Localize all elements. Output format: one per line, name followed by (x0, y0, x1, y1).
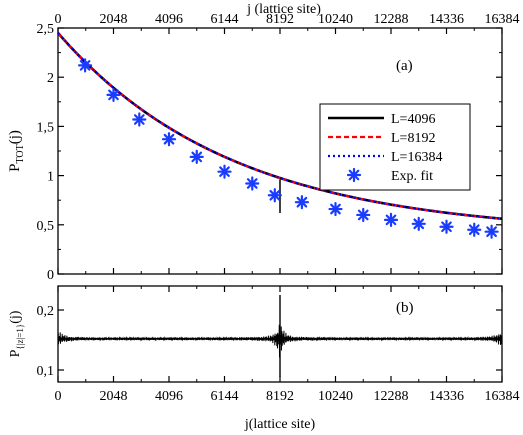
panel-b-x-axis-label: j(lattice site) (244, 417, 316, 432)
panel-b-tick-label: 8192 (266, 389, 294, 404)
panel-b-tick-label: 10240 (318, 389, 353, 404)
exp-fit-markers (77, 58, 499, 239)
panel-a-top-tick-label: 6144 (211, 12, 239, 27)
panel-a-top-tick-label: 12288 (374, 12, 409, 27)
exp-fit-marker (328, 201, 343, 217)
panel-b-label: (b) (396, 300, 414, 316)
panel-a-y-ticks: 0 0,5 1 1,5 2 2,5 (37, 22, 502, 283)
exp-fit-marker (439, 219, 454, 234)
legend-swatch-exp-fit (346, 167, 362, 183)
panel-a-top-tick-label: 8192 (266, 12, 294, 27)
exp-fit-marker (245, 176, 260, 191)
exp-fit-marker (217, 164, 232, 179)
panel-b-tick-label: 2048 (100, 389, 128, 404)
panel-b-y-tick-label: 0,2 (37, 304, 55, 319)
panel-a-top-tick-label: 16384 (485, 12, 520, 27)
legend-label-l16384: L=16384 (391, 150, 442, 165)
top-x-axis-label: j (lattice site) (246, 2, 321, 17)
exp-fit-marker (161, 132, 177, 147)
exp-fit-marker (189, 149, 204, 165)
panel-a-y-tick-label: 1 (47, 170, 54, 185)
panel-a-y-tick-label: 0 (47, 268, 54, 283)
exp-fit-marker (267, 188, 282, 203)
exp-fit-marker (106, 87, 121, 103)
panel-a-top-tick-label: 10240 (318, 12, 353, 27)
legend-label-l4096: L=4096 (391, 112, 435, 127)
panel-b-tick-label: 4096 (155, 389, 183, 404)
panel-b-tick-label: 14336 (429, 389, 464, 404)
panel-a-y-axis-label: PTOT(j) (7, 130, 26, 172)
panel-b-tick-label: 0 (55, 389, 62, 404)
panel-a-y-tick-label: 2 (47, 71, 54, 86)
exp-fit-marker (467, 222, 482, 237)
legend-label-l8192: L=8192 (391, 131, 435, 146)
exp-fit-marker (294, 195, 309, 210)
panel-a-bottom-x-ticks (57, 268, 503, 274)
exp-fit-marker (411, 216, 426, 231)
panel-a-plot: 0 2048 4096 6144 8192 10240 12288 14336 16384 00… (7, 12, 520, 283)
panel-b-y-ticks: 0,1 0,2 (37, 304, 502, 379)
legend-label-exp-fit: Exp. fit (391, 169, 433, 184)
panel-b-tick-label: 12288 (374, 389, 409, 404)
panel-a-y-tick-label: 2,5 (37, 22, 55, 37)
legend-star-marker (346, 167, 362, 183)
panel-a-top-tick-label: 2048 (100, 12, 128, 27)
exp-fit-marker (383, 212, 399, 227)
panel-b-y-tick-label: 0,1 (37, 364, 55, 379)
panel-a-top-x-ticks: 0 2048 4096 6144 8192 10240 12288 14336 16384 (55, 12, 520, 34)
panel-b-plot: 0 2048 4096 6144 8192 10240 12288 14336 16384 0,… (8, 285, 520, 432)
panel-b-y-axis-label: P{|z|=1}(j) (8, 310, 25, 357)
panel-a-y-tick-label: 0,5 (37, 219, 55, 234)
exp-fit-marker (132, 112, 147, 127)
series-line-l16384 (57, 32, 503, 220)
panel-a-top-tick-label: 4096 (155, 12, 183, 27)
exp-fit-marker (356, 207, 371, 223)
panel-b-tick-label: 16384 (485, 389, 520, 404)
panel-a-label: (a) (396, 58, 413, 74)
panel-b-x-ticks: 0 2048 4096 6144 8192 10240 12288 14336 16384 (55, 286, 520, 404)
panel-a-top-tick-label: 0 (55, 12, 62, 27)
exp-fit-marker (484, 224, 499, 239)
panel-b-tick-label: 6144 (211, 389, 239, 404)
panel-a-top-tick-label: 14336 (429, 12, 464, 27)
legend: L=4096 L=8192 L=16384 Exp. fit (319, 103, 471, 191)
exp-fit-marker (77, 58, 93, 73)
panel-a-y-tick-label: 1,5 (37, 120, 55, 135)
